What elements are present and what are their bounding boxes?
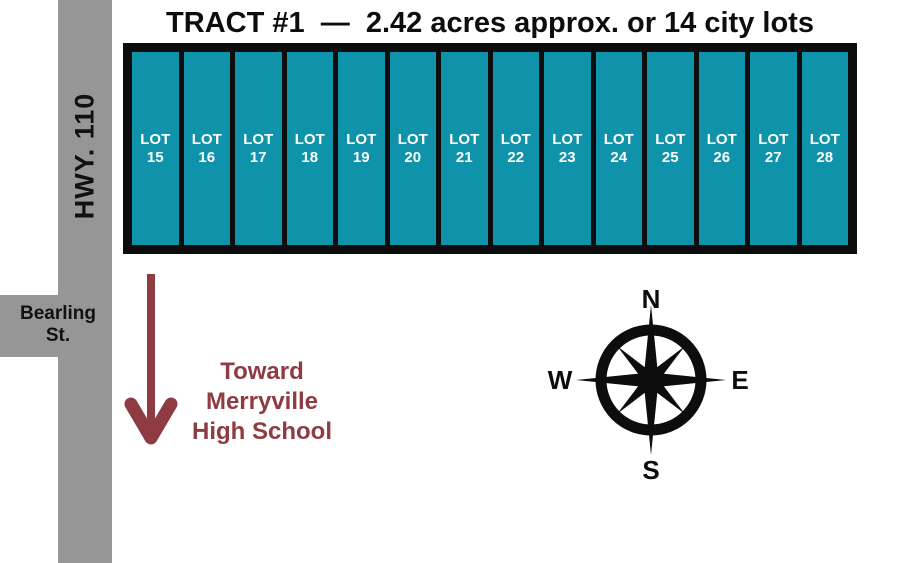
lot-cell: LOT 15 — [132, 52, 179, 245]
lot-number: 25 — [661, 148, 679, 166]
lot-cell: LOT 27 — [750, 52, 797, 245]
lot-prefix: LOT — [603, 131, 634, 149]
south-arrow-icon — [124, 274, 178, 445]
lot-number: 20 — [404, 148, 422, 166]
compass-south-label: S — [642, 455, 659, 485]
lot-prefix: LOT — [449, 131, 480, 149]
lot-cell: LOT 16 — [183, 52, 230, 245]
lot-number: 28 — [816, 148, 834, 166]
lot-number: 24 — [610, 148, 628, 166]
lot-prefix: LOT — [552, 131, 583, 149]
lot-cell: LOT 28 — [801, 52, 848, 245]
lot-prefix: LOT — [809, 131, 840, 149]
lot-prefix: LOT — [140, 131, 171, 149]
toward-line3: High School — [192, 418, 332, 445]
lot-number: 17 — [249, 148, 267, 166]
toward-line1: Toward — [220, 358, 304, 385]
lot-cell: LOT 18 — [286, 52, 333, 245]
toward-school-label: Toward Merryville High School — [176, 357, 348, 447]
hwy-110-road — [58, 0, 112, 563]
compass-north-label: N — [642, 284, 661, 314]
lot-number: 23 — [558, 148, 576, 166]
lot-cell: LOT 23 — [544, 52, 591, 245]
toward-line2: Merryville — [205, 388, 319, 415]
bearling-st-label: Bearling St. — [0, 303, 116, 348]
lot-cell: LOT 22 — [492, 52, 539, 245]
lot-cell: LOT 17 — [235, 52, 282, 245]
lot-prefix: LOT — [655, 131, 686, 149]
lot-number: 15 — [146, 148, 164, 166]
lot-prefix: LOT — [346, 131, 377, 149]
tract-title: TRACT #1 — 2.42 acres approx. or 14 city… — [166, 7, 814, 39]
lot-number: 21 — [455, 148, 473, 166]
lot-prefix: LOT — [397, 131, 428, 149]
lot-cell: LOT 26 — [698, 52, 745, 245]
compass-east-label: E — [731, 365, 748, 395]
lot-cell: LOT 20 — [389, 52, 436, 245]
lot-number: 22 — [507, 148, 525, 166]
lot-cell: LOT 24 — [595, 52, 642, 245]
lot-cell: LOT 21 — [441, 52, 488, 245]
lot-number: 26 — [713, 148, 731, 166]
compass-west-label: W — [548, 365, 573, 395]
bearling-st-road — [0, 295, 112, 357]
lot-cell: LOT 19 — [338, 52, 385, 245]
tract-1-outline: LOT 15 LOT 16 LOT 17 LOT 18 LOT 19 LOT 20 LOT 21 LOT 22… — [123, 43, 857, 254]
lot-cell: LOT 25 — [647, 52, 694, 245]
lot-prefix: LOT — [243, 131, 274, 149]
lot-number: 18 — [301, 148, 319, 166]
lot-number: 27 — [764, 148, 782, 166]
lot-prefix: LOT — [500, 131, 531, 149]
bearling-st-line1: Bearling — [19, 303, 97, 324]
lot-number: 19 — [352, 148, 370, 166]
lot-prefix: LOT — [294, 131, 325, 149]
bearling-st-line2: St. — [45, 325, 71, 347]
lot-prefix: LOT — [706, 131, 737, 149]
hwy-110-label: HWY. 110 — [69, 92, 100, 220]
lot-prefix: LOT — [191, 131, 222, 149]
lot-prefix: LOT — [758, 131, 789, 149]
compass-rose-icon: N E S W — [548, 284, 749, 485]
lot-number: 16 — [198, 148, 216, 166]
